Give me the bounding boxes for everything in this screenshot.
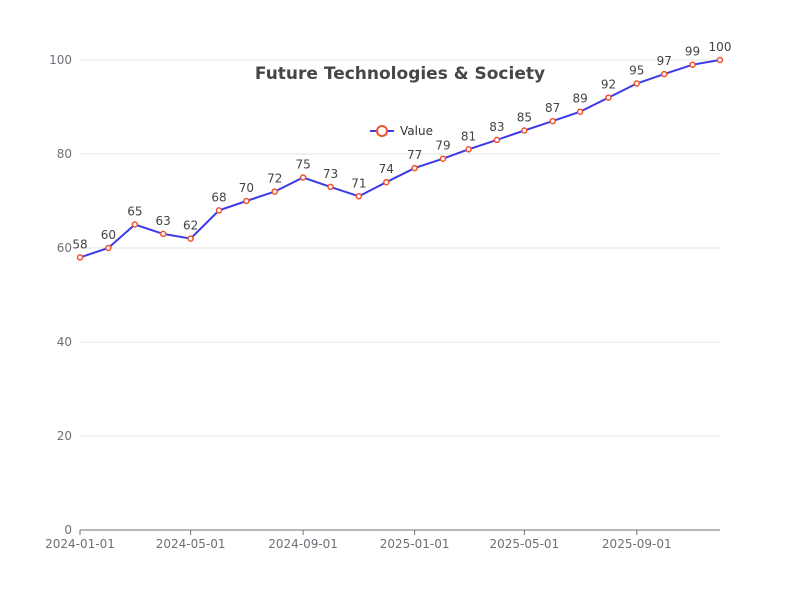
x-axis: 2024-01-01 2024-05-01 2024-09-01 2025-01-01… — [45, 529, 720, 551]
x-tick-label: 2024-09-01 — [268, 537, 338, 551]
legend[interactable]: Value — [370, 124, 433, 138]
data-point[interactable] — [299, 174, 307, 181]
data-point[interactable] — [576, 108, 584, 115]
y-tick-label: 40 — [57, 335, 72, 349]
x-tick-label: 2024-05-01 — [156, 537, 226, 551]
grid-lines — [80, 59, 720, 437]
data-point[interactable] — [605, 94, 612, 101]
data-point[interactable] — [187, 235, 194, 242]
data-point[interactable] — [105, 244, 112, 252]
data-point[interactable] — [76, 254, 84, 261]
series-line — [79, 59, 721, 259]
y-tick-label: 60 — [57, 241, 72, 255]
chart-title: Future Technologies & Society — [255, 64, 545, 84]
data-point[interactable] — [243, 197, 250, 205]
data-point[interactable] — [159, 230, 167, 238]
x-tick-label: 2025-01-01 — [380, 537, 450, 551]
x-tick-label: 2024-01-01 — [45, 537, 115, 551]
legend-marker-icon — [376, 125, 388, 137]
data-point[interactable] — [215, 207, 223, 214]
data-label: 83 — [489, 120, 504, 134]
data-label: 65 — [127, 205, 142, 219]
data-point[interactable] — [660, 70, 668, 78]
data-label: 99 — [685, 45, 700, 59]
legend-label: Value — [400, 124, 433, 138]
data-point[interactable] — [465, 146, 472, 153]
data-point[interactable] — [439, 155, 447, 162]
data-label: 87 — [545, 101, 560, 115]
data-label: 60 — [101, 228, 116, 242]
x-tick-label: 2025-09-01 — [602, 537, 672, 551]
data-label: 73 — [323, 167, 338, 181]
data-point[interactable] — [521, 127, 528, 134]
data-point[interactable] — [271, 188, 278, 195]
series-value: 58 60 65 63 62 68 70 72 75 73 71 74 77 79 81 83 85 87 89 92… — [72, 40, 732, 261]
data-point[interactable] — [383, 178, 390, 186]
data-label: 62 — [183, 219, 198, 233]
data-point[interactable] — [716, 56, 724, 64]
data-label: 71 — [351, 176, 366, 190]
data-point[interactable] — [549, 117, 556, 125]
data-label: 97 — [657, 54, 672, 68]
data-label: 72 — [267, 172, 282, 186]
data-label: 100 — [709, 40, 732, 54]
data-label: 58 — [72, 237, 87, 251]
data-point[interactable] — [633, 80, 641, 87]
data-label: 92 — [601, 78, 616, 92]
data-label: 77 — [407, 148, 422, 162]
y-axis-ticks: 0 20 40 60 80 100 — [49, 53, 72, 537]
data-label: 75 — [295, 158, 310, 172]
data-point[interactable] — [327, 183, 334, 191]
x-tick-label: 2025-05-01 — [489, 537, 559, 551]
data-label: 79 — [435, 139, 450, 153]
data-label: 95 — [629, 64, 644, 78]
data-point[interactable] — [131, 221, 139, 228]
data-label: 89 — [572, 92, 587, 106]
y-tick-label: 80 — [57, 147, 72, 161]
data-label: 63 — [156, 214, 171, 228]
y-tick-label: 0 — [64, 523, 72, 537]
data-label: 68 — [211, 190, 226, 204]
data-point[interactable] — [411, 164, 418, 172]
data-point[interactable] — [493, 136, 501, 144]
data-point[interactable] — [689, 61, 696, 68]
data-label: 70 — [239, 181, 254, 195]
y-tick-label: 100 — [49, 53, 72, 67]
data-point[interactable] — [355, 193, 363, 200]
y-tick-label: 20 — [57, 429, 72, 443]
data-label: 85 — [517, 111, 532, 125]
data-label: 81 — [461, 129, 476, 143]
data-label: 74 — [379, 162, 394, 176]
